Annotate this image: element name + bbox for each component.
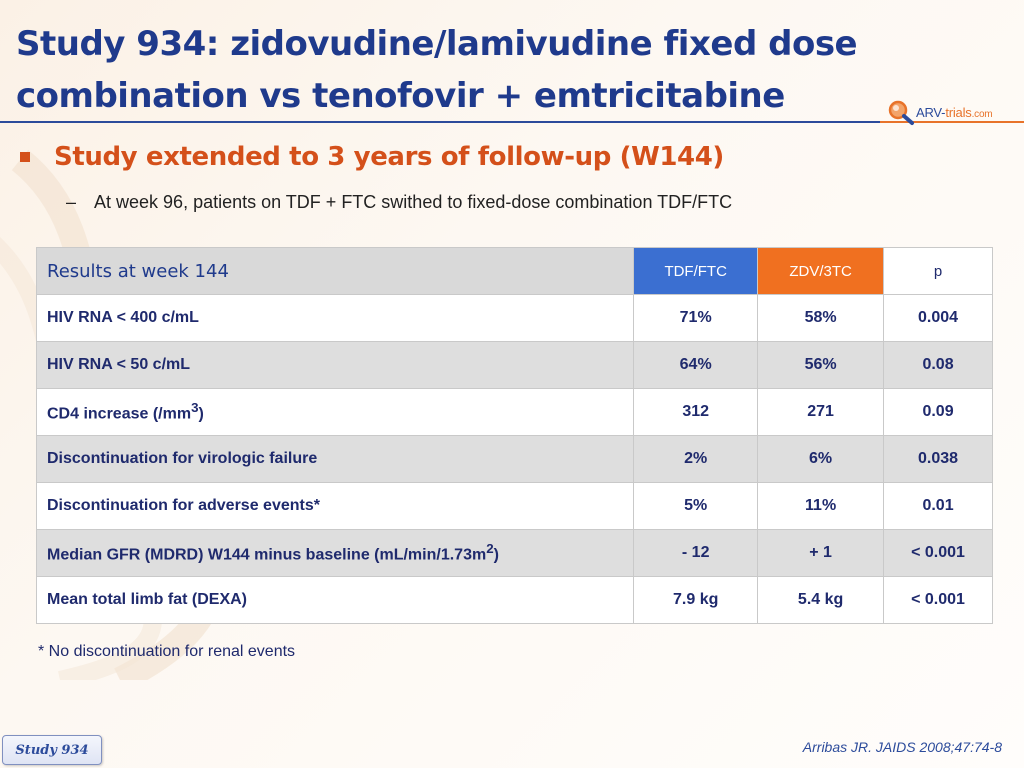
logo-text-arv: ARV- xyxy=(916,104,946,120)
row-label: HIV RNA < 50 c/mL xyxy=(35,341,635,389)
row-label: Median GFR (MDRD) W144 minus baseline (m… xyxy=(35,529,635,577)
row-tdf-value: 5% xyxy=(633,482,759,530)
row-zdv-value: 58% xyxy=(757,294,885,342)
title-divider-blue xyxy=(0,121,880,123)
row-zdv-value: 6% xyxy=(757,435,885,483)
row-label-superscript: 2 xyxy=(486,541,494,557)
title-line-2: combination vs tenofovir + emtricitabine xyxy=(16,76,785,116)
table-row: HIV RNA < 50 c/mL 64% 56% 0.08 xyxy=(35,341,993,389)
footnote: * No discontinuation for renal events xyxy=(38,643,296,660)
main-bullet-text: Study extended to 3 years of follow-up (… xyxy=(54,142,724,172)
dash-bullet-icon: – xyxy=(66,192,77,212)
logo-text-com: .com xyxy=(971,108,993,120)
logo-text-trials: trials xyxy=(945,104,972,120)
row-label-main: CD4 increase (/mm xyxy=(47,405,192,423)
logo-text: ARV-trials.com xyxy=(916,104,993,120)
row-label-main: Median GFR (MDRD) W144 minus baseline (m… xyxy=(47,546,487,564)
row-label-end: ) xyxy=(198,405,204,423)
row-zdv-value: 5.4 kg xyxy=(757,576,885,624)
row-p-value: 0.01 xyxy=(883,482,993,530)
header-results-label: Results at week 144 xyxy=(35,247,635,295)
table-row: CD4 increase (/mm3) 312 271 0.09 xyxy=(35,388,993,436)
table-row: Median GFR (MDRD) W144 minus baseline (m… xyxy=(35,529,993,577)
magnifier-logo-icon xyxy=(888,100,914,125)
row-tdf-value: - 12 xyxy=(633,529,759,577)
row-tdf-value: 312 xyxy=(633,388,759,436)
sub-bullet: – At week 96, patients on TDF + FTC swit… xyxy=(66,192,732,213)
main-bullet: Study extended to 3 years of follow-up (… xyxy=(20,142,724,172)
row-zdv-value: 271 xyxy=(757,388,885,436)
row-label: Mean total limb fat (DEXA) xyxy=(35,576,635,624)
row-label: CD4 increase (/mm3) xyxy=(35,388,635,436)
slide-title: Study 934: zidovudine/lamivudine fixed d… xyxy=(16,18,876,122)
citation: Arribas JR. JAIDS 2008;47:74-8 xyxy=(802,739,1002,755)
title-divider-orange xyxy=(880,121,1024,123)
table-row: Discontinuation for virologic failure 2%… xyxy=(35,435,993,483)
row-p-value: 0.08 xyxy=(883,341,993,389)
row-label-superscript: 3 xyxy=(191,400,199,416)
row-zdv-value: 56% xyxy=(757,341,885,389)
row-zdv-value: + 1 xyxy=(757,529,885,577)
row-p-value: < 0.001 xyxy=(883,576,993,624)
row-p-value: 0.038 xyxy=(883,435,993,483)
row-label: HIV RNA < 400 c/mL xyxy=(35,294,635,342)
arv-trials-logo: ARV-trials.com xyxy=(886,98,1020,126)
row-label: Discontinuation for adverse events* xyxy=(35,482,635,530)
table-header-row: Results at week 144 TDF/FTC ZDV/3TC p xyxy=(35,247,993,295)
title-line-1: Study 934: zidovudine/lamivudine fixed d… xyxy=(16,24,858,64)
table-row: Mean total limb fat (DEXA) 7.9 kg 5.4 kg… xyxy=(35,576,993,624)
sub-bullet-text: At week 96, patients on TDF + FTC swithe… xyxy=(94,192,733,212)
row-p-value: 0.004 xyxy=(883,294,993,342)
study-tab-button[interactable]: Study 934 xyxy=(2,735,102,765)
row-p-value: < 0.001 xyxy=(883,529,993,577)
row-zdv-value: 11% xyxy=(757,482,885,530)
row-label: Discontinuation for virologic failure xyxy=(35,435,635,483)
results-table: Results at week 144 TDF/FTC ZDV/3TC p HI… xyxy=(35,247,993,624)
row-tdf-value: 64% xyxy=(633,341,759,389)
study-tab-label: Study 934 xyxy=(15,742,89,758)
square-bullet-icon xyxy=(20,152,30,162)
row-p-value: 0.09 xyxy=(883,388,993,436)
row-tdf-value: 71% xyxy=(633,294,759,342)
row-label-end: ) xyxy=(493,546,499,564)
table-row: Discontinuation for adverse events* 5% 1… xyxy=(35,482,993,530)
header-p-value: p xyxy=(883,247,993,295)
header-tdf-ftc: TDF/FTC xyxy=(633,247,759,295)
header-zdv-3tc: ZDV/3TC xyxy=(757,247,885,295)
row-tdf-value: 2% xyxy=(633,435,759,483)
table-row: HIV RNA < 400 c/mL 71% 58% 0.004 xyxy=(35,294,993,342)
row-tdf-value: 7.9 kg xyxy=(633,576,759,624)
